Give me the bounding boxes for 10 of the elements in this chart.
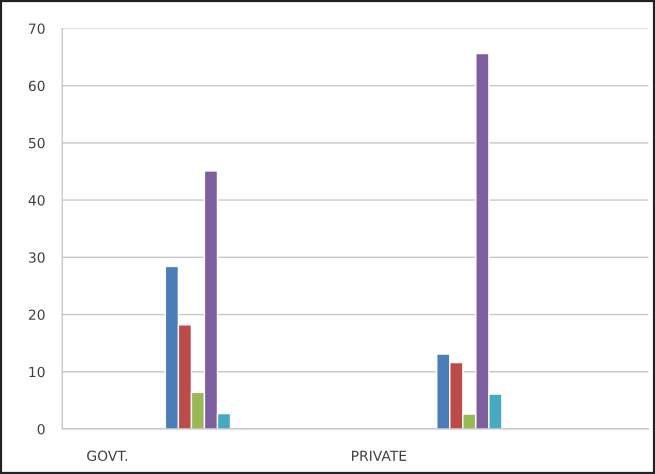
y-tick-label: 60 (28, 80, 45, 92)
y-tick-label: 10 (29, 366, 45, 378)
y-tick-label: 0 (38, 424, 45, 434)
y-tick-label: 20 (28, 310, 45, 320)
x-tick-label: GOVT. (87, 450, 128, 462)
y-tick-label: 70 (29, 23, 45, 34)
y-tick-label: 40 (28, 195, 45, 206)
x-tick-label: PRIVATE (352, 450, 406, 461)
y-tick-label: 30 (28, 252, 45, 263)
y-tick-label: 50 (28, 138, 45, 148)
